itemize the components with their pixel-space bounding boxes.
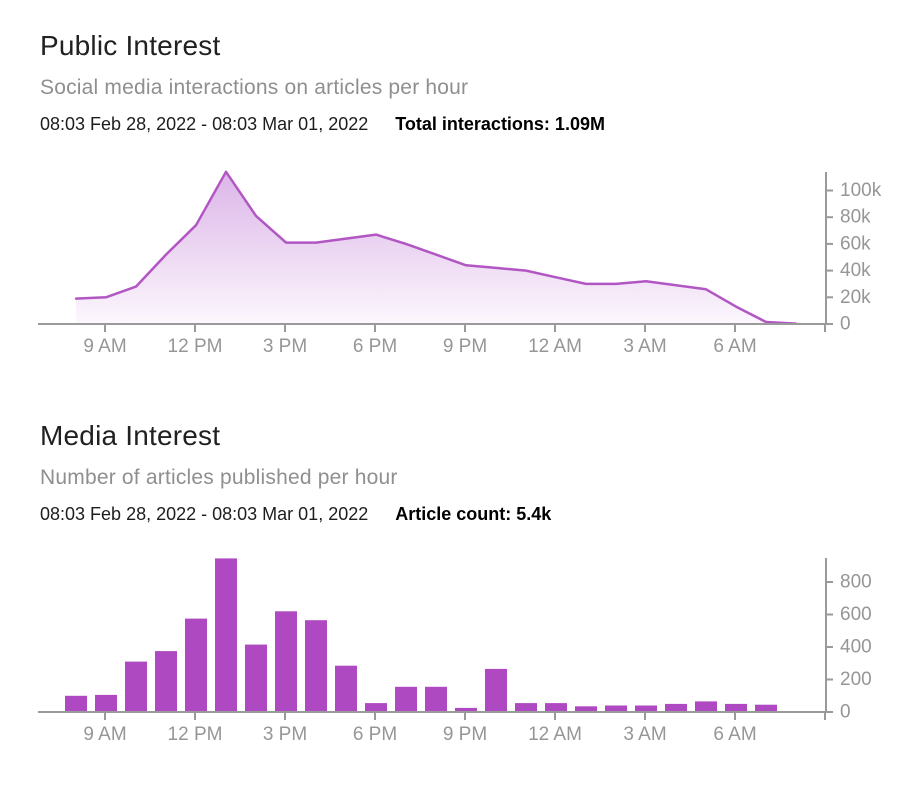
public-interest-total-interactions: Total interactions: 1.09M [395, 114, 605, 134]
article-count-bar [485, 668, 507, 712]
article-count-bar [365, 703, 387, 712]
article-count-bar [665, 703, 687, 712]
x-axis-tick-label: 3 AM [623, 336, 666, 357]
x-axis-tick-label: 12 PM [168, 336, 223, 357]
article-count-bar [305, 620, 327, 712]
article-count-bar [575, 706, 597, 712]
public-interest-title: Public Interest [40, 30, 221, 61]
article-count-bar [725, 703, 747, 712]
media-interest-title: Media Interest [40, 420, 221, 451]
article-count-bar [425, 686, 447, 712]
article-count-bar [635, 705, 657, 712]
media-interest-article-count: Article count: 5.4k [395, 504, 552, 524]
y-axis-tick-label: 800 [840, 572, 872, 593]
x-axis-tick-label: 9 PM [443, 336, 487, 357]
x-axis-tick-label: 12 AM [528, 336, 582, 357]
x-axis-tick-label: 9 AM [83, 336, 126, 357]
y-axis-tick-label: 80k [840, 207, 871, 228]
article-count-bar [95, 694, 117, 712]
public-interest-subtitle: Social media interactions on articles pe… [40, 76, 469, 99]
y-axis-tick-label: 200 [840, 669, 872, 690]
y-axis-tick-label: 0 [840, 702, 851, 723]
media-interest-bar-chart: 9 AM 12 PM 3 PM 6 PM 9 PM 12 AM 3 AM 6 AM 0 200 40… [38, 558, 872, 745]
media-interest-subtitle: Number of articles published per hour [40, 466, 398, 489]
article-count-bar [65, 695, 87, 713]
x-axis-tick-label: 3 PM [263, 336, 307, 357]
public-interest-date-range: 08:03 Feb 28, 2022 - 08:03 Mar 01, 2022 [40, 114, 369, 134]
article-count-bar [515, 703, 537, 712]
article-count-bar [545, 703, 567, 712]
x-axis-tick-label: 6 PM [353, 724, 397, 745]
article-count-bar [605, 705, 627, 712]
x-axis-tick-label: 12 AM [528, 724, 582, 745]
media-interest-date-range: 08:03 Feb 28, 2022 - 08:03 Mar 01, 2022 [40, 504, 369, 524]
article-count-bar [695, 701, 717, 712]
interactions-area-fill [76, 171, 796, 324]
x-axis-tick-label: 12 PM [168, 724, 223, 745]
x-axis-tick-label: 9 PM [443, 724, 487, 745]
x-axis-tick-label: 3 PM [263, 724, 307, 745]
public-interest-meta: 08:03 Feb 28, 2022 - 08:03 Mar 01, 2022 … [40, 114, 605, 135]
x-axis-tick-label: 3 AM [623, 724, 666, 745]
y-axis-tick-label: 600 [840, 604, 872, 625]
x-axis-tick-label: 9 AM [83, 724, 126, 745]
x-axis-tick-label: 6 PM [353, 336, 397, 357]
article-count-bar [335, 665, 357, 712]
article-count-bar [245, 644, 267, 712]
y-axis-tick-label: 20k [840, 287, 871, 308]
media-interest-meta: 08:03 Feb 28, 2022 - 08:03 Mar 01, 2022 … [40, 504, 551, 525]
y-axis-tick-label: 40k [840, 260, 871, 281]
x-axis-tick-label: 6 AM [713, 336, 756, 357]
y-axis-tick-label: 100k [840, 180, 882, 201]
article-count-bar [185, 618, 207, 712]
article-count-bar [275, 611, 297, 713]
article-count-bar [395, 686, 417, 712]
y-axis-tick-label: 0 [840, 314, 851, 335]
article-count-bar [755, 704, 777, 712]
public-interest-area-chart: 9 AM 12 PM 3 PM 6 PM 9 PM 12 AM 3 AM 6 AM 0 20k 40… [38, 170, 882, 357]
article-count-bar [155, 651, 177, 712]
article-count-bar [455, 707, 477, 712]
article-count-bar [215, 558, 237, 712]
y-axis-tick-label: 400 [840, 637, 872, 658]
y-axis-tick-label: 60k [840, 233, 871, 254]
interactions-line [74, 170, 798, 325]
x-axis-tick-label: 6 AM [713, 724, 756, 745]
article-count-bar [125, 661, 147, 712]
